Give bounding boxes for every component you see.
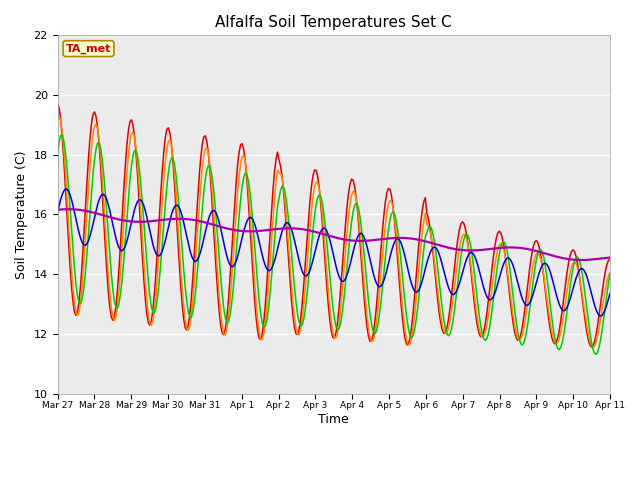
-32cm bbox=[579, 257, 586, 263]
-32cm bbox=[238, 228, 246, 234]
-4cm bbox=[248, 231, 255, 237]
-32cm bbox=[54, 207, 61, 213]
-8cm bbox=[606, 272, 614, 277]
-2cm bbox=[218, 330, 226, 336]
-8cm bbox=[248, 204, 255, 210]
X-axis label: Time: Time bbox=[318, 413, 349, 426]
-8cm bbox=[297, 323, 305, 329]
-32cm bbox=[220, 225, 228, 230]
-32cm bbox=[606, 255, 614, 261]
-2cm bbox=[575, 272, 583, 277]
-2cm bbox=[54, 101, 61, 107]
-16cm bbox=[63, 186, 70, 192]
-2cm bbox=[295, 326, 303, 332]
-2cm bbox=[237, 142, 244, 147]
-4cm bbox=[55, 113, 63, 119]
-4cm bbox=[123, 172, 131, 178]
-16cm bbox=[248, 215, 255, 221]
-32cm bbox=[123, 218, 131, 224]
-8cm bbox=[577, 263, 584, 269]
Text: TA_met: TA_met bbox=[66, 44, 111, 54]
-8cm bbox=[220, 305, 228, 311]
-16cm bbox=[606, 290, 614, 296]
-4cm bbox=[606, 269, 614, 275]
-16cm bbox=[577, 266, 584, 272]
-8cm bbox=[123, 216, 131, 222]
Line: -2cm: -2cm bbox=[58, 104, 610, 347]
-2cm bbox=[588, 344, 595, 350]
-8cm bbox=[54, 151, 61, 156]
-16cm bbox=[220, 240, 228, 246]
Legend: -2cm, -4cm, -8cm, -16cm, -32cm: -2cm, -4cm, -8cm, -16cm, -32cm bbox=[157, 478, 510, 480]
-4cm bbox=[220, 331, 228, 336]
-4cm bbox=[238, 154, 246, 159]
-4cm bbox=[577, 281, 584, 287]
-2cm bbox=[246, 222, 253, 228]
-4cm bbox=[297, 326, 305, 332]
-32cm bbox=[248, 228, 255, 234]
-16cm bbox=[54, 210, 61, 216]
-2cm bbox=[122, 164, 129, 169]
-32cm bbox=[65, 206, 72, 212]
-32cm bbox=[577, 257, 584, 263]
Title: Alfalfa Soil Temperatures Set C: Alfalfa Soil Temperatures Set C bbox=[216, 15, 452, 30]
Line: -32cm: -32cm bbox=[58, 209, 610, 260]
-16cm bbox=[238, 235, 246, 240]
-16cm bbox=[123, 239, 131, 244]
-16cm bbox=[297, 264, 305, 269]
Line: -16cm: -16cm bbox=[58, 189, 610, 316]
-2cm bbox=[606, 256, 614, 262]
-4cm bbox=[54, 116, 61, 122]
-8cm bbox=[58, 132, 66, 138]
-16cm bbox=[597, 313, 605, 319]
-8cm bbox=[592, 351, 600, 357]
-4cm bbox=[589, 344, 597, 350]
Line: -4cm: -4cm bbox=[58, 116, 610, 347]
-32cm bbox=[297, 226, 305, 232]
Y-axis label: Soil Temperature (C): Soil Temperature (C) bbox=[15, 150, 28, 279]
Line: -8cm: -8cm bbox=[58, 135, 610, 354]
-8cm bbox=[238, 183, 246, 189]
